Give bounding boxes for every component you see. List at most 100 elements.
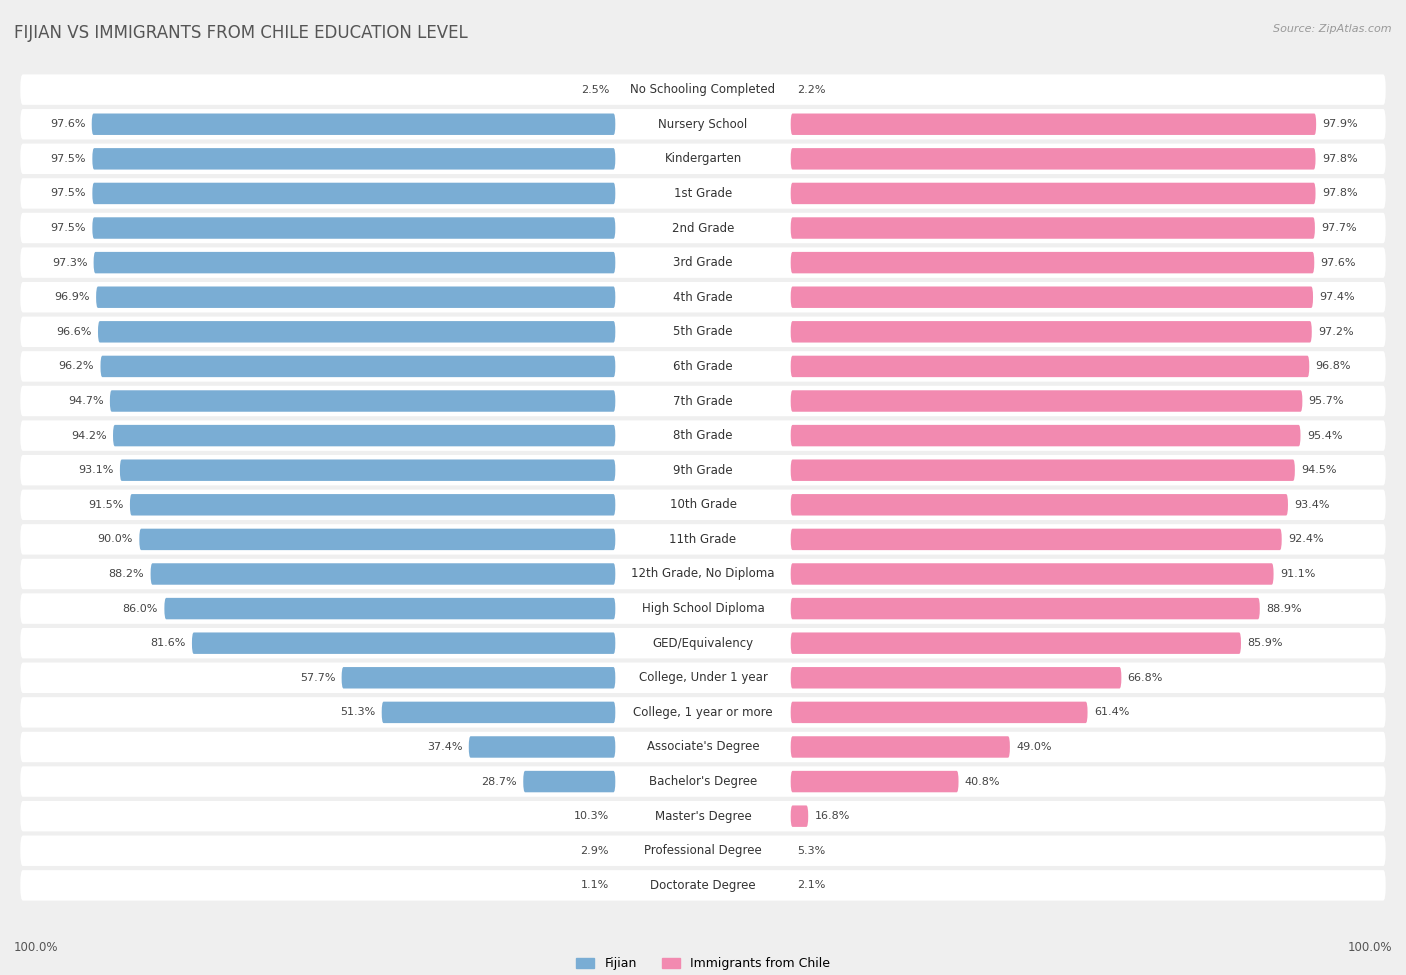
Text: 92.4%: 92.4% — [1288, 534, 1323, 544]
Text: 94.7%: 94.7% — [67, 396, 104, 406]
Text: 97.4%: 97.4% — [1319, 292, 1355, 302]
FancyBboxPatch shape — [790, 217, 1315, 239]
FancyBboxPatch shape — [20, 109, 1386, 139]
Text: 96.9%: 96.9% — [55, 292, 90, 302]
Text: 97.6%: 97.6% — [51, 119, 86, 130]
Text: 94.5%: 94.5% — [1301, 465, 1337, 475]
Text: 2nd Grade: 2nd Grade — [672, 221, 734, 235]
FancyBboxPatch shape — [96, 287, 616, 308]
FancyBboxPatch shape — [120, 459, 616, 481]
Text: 5th Grade: 5th Grade — [673, 326, 733, 338]
Text: 10th Grade: 10th Grade — [669, 498, 737, 511]
Text: GED/Equivalency: GED/Equivalency — [652, 637, 754, 649]
Text: 11th Grade: 11th Grade — [669, 533, 737, 546]
FancyBboxPatch shape — [20, 420, 1386, 450]
FancyBboxPatch shape — [98, 321, 616, 342]
Text: 2.5%: 2.5% — [581, 85, 609, 95]
FancyBboxPatch shape — [20, 766, 1386, 797]
FancyBboxPatch shape — [20, 386, 1386, 416]
Text: 10.3%: 10.3% — [574, 811, 609, 821]
Text: 97.7%: 97.7% — [1322, 223, 1357, 233]
Text: 97.6%: 97.6% — [1320, 257, 1355, 267]
FancyBboxPatch shape — [790, 459, 1295, 481]
Text: 91.1%: 91.1% — [1279, 569, 1315, 579]
FancyBboxPatch shape — [381, 702, 616, 723]
Text: 57.7%: 57.7% — [299, 673, 336, 682]
FancyBboxPatch shape — [94, 252, 616, 273]
Text: 66.8%: 66.8% — [1128, 673, 1163, 682]
Text: 97.8%: 97.8% — [1322, 188, 1357, 199]
FancyBboxPatch shape — [193, 633, 616, 654]
FancyBboxPatch shape — [150, 564, 616, 585]
Text: 5.3%: 5.3% — [797, 845, 825, 856]
Text: College, Under 1 year: College, Under 1 year — [638, 671, 768, 684]
FancyBboxPatch shape — [100, 356, 616, 377]
FancyBboxPatch shape — [790, 528, 1282, 550]
Text: 2.1%: 2.1% — [797, 880, 825, 890]
Text: Professional Degree: Professional Degree — [644, 844, 762, 857]
Text: 88.2%: 88.2% — [108, 569, 145, 579]
Text: 12th Grade, No Diploma: 12th Grade, No Diploma — [631, 567, 775, 580]
Text: Master's Degree: Master's Degree — [655, 809, 751, 823]
FancyBboxPatch shape — [790, 425, 1301, 447]
FancyBboxPatch shape — [20, 525, 1386, 555]
FancyBboxPatch shape — [790, 702, 1088, 723]
FancyBboxPatch shape — [790, 667, 1122, 688]
FancyBboxPatch shape — [20, 74, 1386, 105]
Text: 97.5%: 97.5% — [51, 154, 86, 164]
FancyBboxPatch shape — [20, 594, 1386, 624]
Text: 95.7%: 95.7% — [1309, 396, 1344, 406]
FancyBboxPatch shape — [110, 390, 616, 411]
FancyBboxPatch shape — [342, 667, 616, 688]
FancyBboxPatch shape — [790, 805, 808, 827]
Text: 3rd Grade: 3rd Grade — [673, 256, 733, 269]
Text: 40.8%: 40.8% — [965, 776, 1000, 787]
FancyBboxPatch shape — [20, 800, 1386, 832]
Text: FIJIAN VS IMMIGRANTS FROM CHILE EDUCATION LEVEL: FIJIAN VS IMMIGRANTS FROM CHILE EDUCATIO… — [14, 24, 468, 42]
FancyBboxPatch shape — [790, 564, 1274, 585]
Text: 4th Grade: 4th Grade — [673, 291, 733, 304]
Text: 97.5%: 97.5% — [51, 223, 86, 233]
FancyBboxPatch shape — [20, 178, 1386, 209]
FancyBboxPatch shape — [20, 248, 1386, 278]
Text: 97.9%: 97.9% — [1323, 119, 1358, 130]
Text: 93.1%: 93.1% — [79, 465, 114, 475]
FancyBboxPatch shape — [20, 282, 1386, 312]
FancyBboxPatch shape — [468, 736, 616, 758]
Text: 95.4%: 95.4% — [1306, 431, 1343, 441]
Text: 1st Grade: 1st Grade — [673, 187, 733, 200]
FancyBboxPatch shape — [790, 252, 1315, 273]
Text: 37.4%: 37.4% — [427, 742, 463, 752]
FancyBboxPatch shape — [790, 321, 1312, 342]
FancyBboxPatch shape — [790, 771, 959, 793]
Text: 8th Grade: 8th Grade — [673, 429, 733, 442]
Text: High School Diploma: High School Diploma — [641, 603, 765, 615]
Text: 97.3%: 97.3% — [52, 257, 87, 267]
FancyBboxPatch shape — [790, 736, 1010, 758]
Text: 61.4%: 61.4% — [1094, 708, 1129, 718]
FancyBboxPatch shape — [20, 697, 1386, 727]
FancyBboxPatch shape — [790, 390, 1302, 411]
FancyBboxPatch shape — [129, 494, 616, 516]
FancyBboxPatch shape — [93, 182, 616, 204]
FancyBboxPatch shape — [20, 143, 1386, 175]
Text: 100.0%: 100.0% — [14, 941, 59, 954]
Text: Nursery School: Nursery School — [658, 118, 748, 131]
FancyBboxPatch shape — [790, 287, 1313, 308]
FancyBboxPatch shape — [20, 732, 1386, 762]
Text: 97.8%: 97.8% — [1322, 154, 1357, 164]
FancyBboxPatch shape — [93, 217, 616, 239]
FancyBboxPatch shape — [20, 559, 1386, 589]
Text: College, 1 year or more: College, 1 year or more — [633, 706, 773, 719]
FancyBboxPatch shape — [20, 870, 1386, 901]
Text: 93.4%: 93.4% — [1295, 500, 1330, 510]
FancyBboxPatch shape — [20, 836, 1386, 866]
Text: Associate's Degree: Associate's Degree — [647, 740, 759, 754]
Text: 2.2%: 2.2% — [797, 85, 825, 95]
Text: 7th Grade: 7th Grade — [673, 395, 733, 408]
Text: 94.2%: 94.2% — [72, 431, 107, 441]
Text: 2.9%: 2.9% — [581, 845, 609, 856]
FancyBboxPatch shape — [790, 356, 1309, 377]
FancyBboxPatch shape — [20, 213, 1386, 243]
Text: Doctorate Degree: Doctorate Degree — [650, 878, 756, 892]
